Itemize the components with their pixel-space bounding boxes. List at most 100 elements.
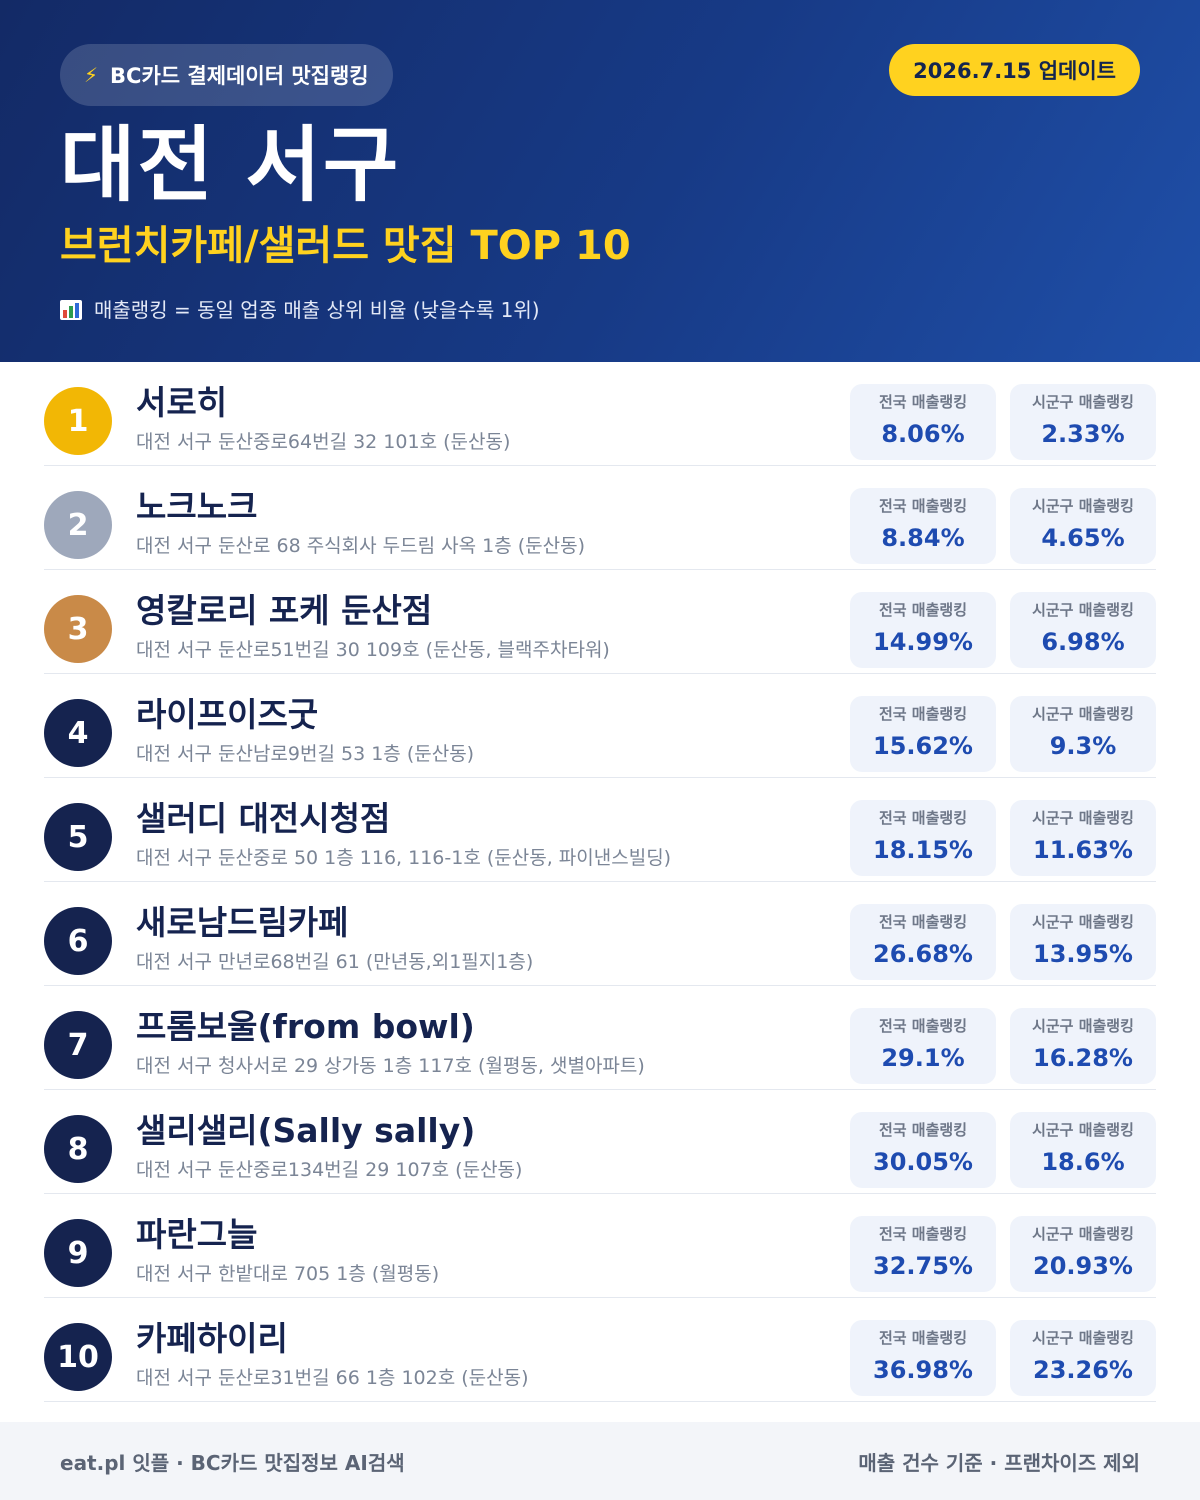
district-ranking-box: 시군구 매출랭킹 4.65% (1010, 488, 1156, 564)
national-ranking-value: 14.99% (873, 628, 973, 656)
district-ranking-box: 시군구 매출랭킹 18.6% (1010, 1112, 1156, 1188)
district-ranking-label: 시군구 매출랭킹 (1032, 1225, 1134, 1243)
list-item[interactable]: 6 새로남드림카페 대전 서구 만년로68번길 61 (만년동,외1필지1층) … (44, 882, 1156, 986)
district-ranking-value: 13.95% (1033, 940, 1133, 968)
restaurant-name: 카페하이리 (136, 1319, 288, 1358)
rank-badge: 7 (44, 1011, 112, 1079)
restaurant-name: 파란그늘 (136, 1215, 258, 1254)
rank-badge: 4 (44, 699, 112, 767)
restaurant-address: 대전 서구 둔산로 68 주식회사 두드림 사옥 1층 (둔산동) (136, 535, 586, 557)
rank-badge: 1 (44, 387, 112, 455)
restaurant-address: 대전 서구 청사서로 29 상가동 1층 117호 (월평동, 샛별아파트) (136, 1055, 645, 1077)
national-ranking-label: 전국 매출랭킹 (878, 913, 968, 931)
page-title: 대전 서구 (60, 118, 401, 213)
national-ranking-label: 전국 매출랭킹 (878, 497, 968, 515)
national-ranking-label: 전국 매출랭킹 (878, 1121, 968, 1139)
list-item[interactable]: 1 서로히 대전 서구 둔산중로64번길 32 101호 (둔산동) 전국 매출… (44, 362, 1156, 466)
district-ranking-value: 6.98% (1041, 628, 1125, 656)
list-item[interactable]: 3 영칼로리 포케 둔산점 대전 서구 둔산로51번길 30 109호 (둔산동… (44, 570, 1156, 674)
list-item[interactable]: 7 프롬보울(from bowl) 대전 서구 청사서로 29 상가동 1층 1… (44, 986, 1156, 1090)
restaurant-name: 샐러디 대전시청점 (136, 799, 391, 838)
source-tag-label: BC카드 결제데이터 맛집랭킹 (110, 64, 369, 88)
district-ranking-box: 시군구 매출랭킹 11.63% (1010, 800, 1156, 876)
national-ranking-box: 전국 매출랭킹 29.1% (850, 1008, 996, 1084)
national-ranking-box: 전국 매출랭킹 8.06% (850, 384, 996, 460)
district-ranking-value: 2.33% (1041, 420, 1125, 448)
list-item[interactable]: 9 파란그늘 대전 서구 한밭대로 705 1층 (월평동) 전국 매출랭킹 3… (44, 1194, 1156, 1298)
national-ranking-box: 전국 매출랭킹 26.68% (850, 904, 996, 980)
district-ranking-label: 시군구 매출랭킹 (1032, 1329, 1134, 1347)
national-ranking-value: 32.75% (873, 1252, 973, 1280)
list-item[interactable]: 4 라이프이즈굿 대전 서구 둔산남로9번길 53 1층 (둔산동) 전국 매출… (44, 674, 1156, 778)
ranking-list: 1 서로히 대전 서구 둔산중로64번길 32 101호 (둔산동) 전국 매출… (44, 362, 1156, 1402)
district-ranking-box: 시군구 매출랭킹 20.93% (1010, 1216, 1156, 1292)
district-ranking-label: 시군구 매출랭킹 (1032, 809, 1134, 827)
restaurant-name: 서로히 (136, 383, 228, 422)
national-ranking-box: 전국 매출랭킹 30.05% (850, 1112, 996, 1188)
district-ranking-box: 시군구 매출랭킹 2.33% (1010, 384, 1156, 460)
page-subtitle: 브런치카페/샐러드 맛집 TOP 10 (60, 223, 631, 269)
source-tag: ⚡ BC카드 결제데이터 맛집랭킹 (60, 44, 393, 106)
footer-source: eat.pl 잇플 · BC카드 맛집정보 AI검색 (60, 1450, 405, 1475)
rank-badge: 2 (44, 491, 112, 559)
national-ranking-label: 전국 매출랭킹 (878, 1225, 968, 1243)
district-ranking-value: 23.26% (1033, 1356, 1133, 1384)
list-item[interactable]: 8 샐리샐리(Sally sally) 대전 서구 둔산중로134번길 29 1… (44, 1090, 1156, 1194)
national-ranking-label: 전국 매출랭킹 (878, 393, 968, 411)
district-ranking-value: 20.93% (1033, 1252, 1133, 1280)
national-ranking-label: 전국 매출랭킹 (878, 601, 968, 619)
national-ranking-box: 전국 매출랭킹 15.62% (850, 696, 996, 772)
restaurant-name: 영칼로리 포케 둔산점 (136, 591, 433, 630)
restaurant-name: 라이프이즈굿 (136, 695, 319, 734)
update-badge: 2026.7.15 업데이트 (889, 44, 1140, 96)
national-ranking-label: 전국 매출랭킹 (878, 1329, 968, 1347)
national-ranking-value: 8.06% (881, 420, 965, 448)
district-ranking-value: 16.28% (1033, 1044, 1133, 1072)
national-ranking-box: 전국 매출랭킹 8.84% (850, 488, 996, 564)
national-ranking-box: 전국 매출랭킹 18.15% (850, 800, 996, 876)
district-ranking-value: 4.65% (1041, 524, 1125, 552)
national-ranking-box: 전국 매출랭킹 14.99% (850, 592, 996, 668)
national-ranking-value: 18.15% (873, 836, 973, 864)
list-item[interactable]: 2 노크노크 대전 서구 둔산로 68 주식회사 두드림 사옥 1층 (둔산동)… (44, 466, 1156, 570)
district-ranking-box: 시군구 매출랭킹 13.95% (1010, 904, 1156, 980)
district-ranking-label: 시군구 매출랭킹 (1032, 393, 1134, 411)
list-item[interactable]: 5 샐러디 대전시청점 대전 서구 둔산중로 50 1층 116, 116-1호… (44, 778, 1156, 882)
ranking-note: 매출랭킹 = 동일 업종 매출 상위 비율 (낮을수록 1위) (60, 294, 540, 326)
restaurant-address: 대전 서구 한밭대로 705 1층 (월평동) (136, 1263, 440, 1285)
national-ranking-box: 전국 매출랭킹 32.75% (850, 1216, 996, 1292)
district-ranking-label: 시군구 매출랭킹 (1032, 1017, 1134, 1035)
footer-criteria: 매출 건수 기준 · 프랜차이즈 제외 (858, 1450, 1140, 1475)
footer: eat.pl 잇플 · BC카드 맛집정보 AI검색 매출 건수 기준 · 프랜… (0, 1422, 1200, 1500)
district-ranking-value: 9.3% (1049, 732, 1117, 760)
national-ranking-label: 전국 매출랭킹 (878, 809, 968, 827)
district-ranking-label: 시군구 매출랭킹 (1032, 705, 1134, 723)
district-ranking-label: 시군구 매출랭킹 (1032, 913, 1134, 931)
district-ranking-value: 18.6% (1041, 1148, 1125, 1176)
rank-badge: 6 (44, 907, 112, 975)
lightning-icon: ⚡ (84, 63, 99, 87)
national-ranking-value: 30.05% (873, 1148, 973, 1176)
rank-badge: 5 (44, 803, 112, 871)
district-ranking-box: 시군구 매출랭킹 6.98% (1010, 592, 1156, 668)
restaurant-address: 대전 서구 둔산중로134번길 29 107호 (둔산동) (136, 1159, 523, 1181)
bar-chart-icon (60, 300, 82, 320)
district-ranking-box: 시군구 매출랭킹 16.28% (1010, 1008, 1156, 1084)
district-ranking-label: 시군구 매출랭킹 (1032, 601, 1134, 619)
restaurant-address: 대전 서구 둔산중로 50 1층 116, 116-1호 (둔산동, 파이낸스빌… (136, 847, 672, 869)
district-ranking-box: 시군구 매출랭킹 23.26% (1010, 1320, 1156, 1396)
restaurant-name: 새로남드림카페 (136, 903, 349, 942)
national-ranking-value: 36.98% (873, 1356, 973, 1384)
restaurant-name: 프롬보울(from bowl) (136, 1007, 475, 1046)
restaurant-name: 노크노크 (136, 487, 258, 526)
restaurant-address: 대전 서구 둔산남로9번길 53 1층 (둔산동) (136, 743, 475, 765)
rank-badge: 3 (44, 595, 112, 663)
restaurant-address: 대전 서구 둔산중로64번길 32 101호 (둔산동) (136, 431, 511, 453)
national-ranking-label: 전국 매출랭킹 (878, 1017, 968, 1035)
rank-badge: 9 (44, 1219, 112, 1287)
district-ranking-label: 시군구 매출랭킹 (1032, 1121, 1134, 1139)
list-item[interactable]: 10 카페하이리 대전 서구 둔산로31번길 66 1층 102호 (둔산동) … (44, 1298, 1156, 1402)
header-banner: ⚡ BC카드 결제데이터 맛집랭킹 2026.7.15 업데이트 대전 서구 브… (0, 0, 1200, 362)
restaurant-address: 대전 서구 만년로68번길 61 (만년동,외1필지1층) (136, 951, 534, 973)
restaurant-address: 대전 서구 둔산로51번길 30 109호 (둔산동, 블랙주차타워) (136, 639, 610, 661)
